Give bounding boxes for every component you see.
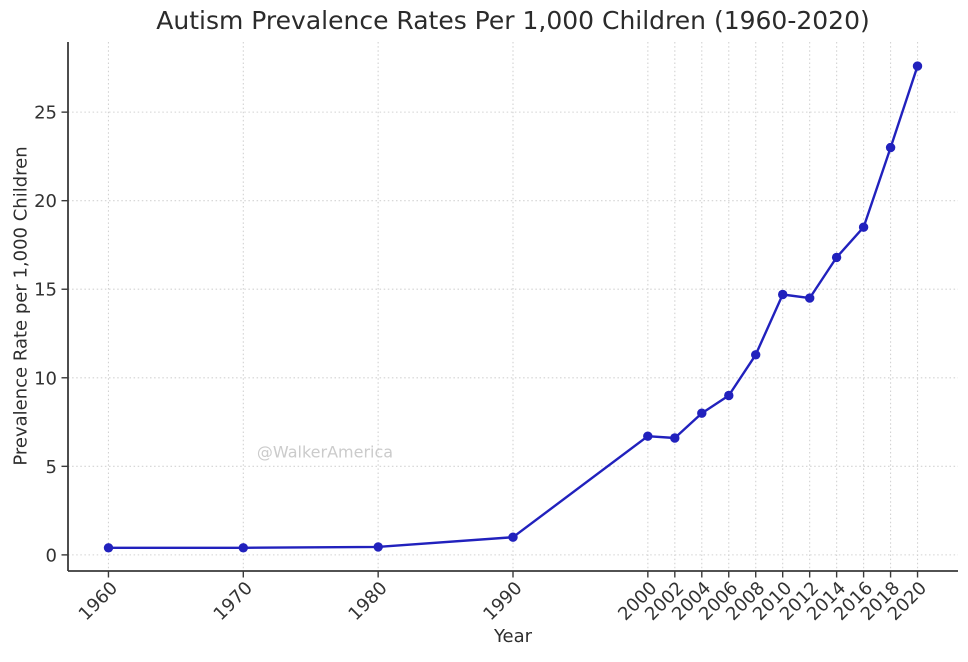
data-point [643,431,653,441]
data-point [885,142,896,153]
y-tick-label: 20 [34,191,57,212]
y-tick-label: 25 [34,103,57,124]
data-point [373,542,383,552]
x-tick-label: 1960 [75,578,122,625]
data-point [912,61,923,71]
data-point [238,543,248,553]
x-tick-label: 1990 [479,578,526,625]
y-tick-label: 15 [34,280,57,301]
y-tick-label: 0 [46,545,57,566]
data-point [697,408,707,418]
data-point [724,390,734,401]
data-point [858,222,869,232]
data-point [508,532,518,542]
data-point [751,350,761,360]
chart-title: Autism Prevalence Rates Per 1,000 Childr… [156,6,870,35]
y-tick-label: 5 [46,457,57,478]
data-point [831,252,842,263]
data-point [670,433,680,443]
y-axis-title: Prevalence Rate per 1,000 Children [10,146,32,466]
data-point [103,543,114,553]
series-line [107,64,919,549]
x-tick-label: 1980 [344,578,391,625]
x-tick-label: 1970 [210,578,257,625]
data-point [805,293,815,303]
data-point [778,289,788,300]
y-tick-label: 10 [34,368,57,389]
watermark-text: @WalkerAmerica [256,442,394,462]
x-axis-title: Year [493,626,533,647]
